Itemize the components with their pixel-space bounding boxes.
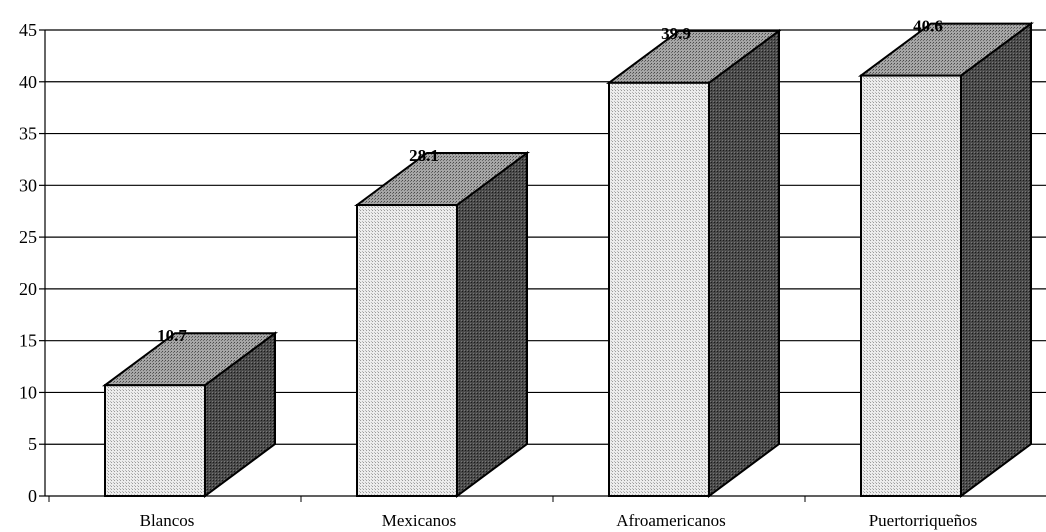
y-tick-label: 30 bbox=[19, 175, 37, 195]
y-tick-label: 10 bbox=[19, 382, 37, 402]
bar-side bbox=[960, 21, 1032, 498]
bar-front bbox=[104, 384, 206, 497]
bar bbox=[857, 21, 1035, 498]
labels: 10.7 Blancos 28.1 Mexicanos 39.9 Afroamerican… bbox=[140, 17, 978, 530]
y-tick-label: 5 bbox=[28, 434, 37, 454]
x-category-label: Puertorriqueños bbox=[869, 511, 978, 530]
bars bbox=[101, 21, 1035, 498]
bar bbox=[353, 151, 531, 498]
x-category-label: Blancos bbox=[140, 511, 195, 530]
data-label: 28.1 bbox=[409, 146, 439, 165]
y-tick-label: 15 bbox=[19, 331, 37, 351]
y-tick-label: 40 bbox=[19, 72, 37, 92]
bar-side bbox=[456, 151, 528, 498]
bar-front bbox=[608, 81, 710, 498]
y-tick-label: 45 bbox=[19, 20, 37, 40]
bar-side bbox=[708, 28, 780, 498]
data-label: 10.7 bbox=[157, 326, 187, 345]
x-category-label: Mexicanos bbox=[382, 511, 457, 530]
y-tick-label: 35 bbox=[19, 124, 37, 144]
data-label: 40.6 bbox=[913, 17, 943, 36]
y-axis: 0 5 10 15 20 25 30 35 40 45 bbox=[19, 20, 806, 506]
y-tick-label: 20 bbox=[19, 279, 37, 299]
bar-front bbox=[860, 74, 962, 497]
x-category-label: Afroamericanos bbox=[616, 511, 726, 530]
y-tick-label: 25 bbox=[19, 227, 37, 247]
bar-front bbox=[356, 204, 458, 498]
data-label: 39.9 bbox=[661, 24, 691, 43]
y-tick-label: 0 bbox=[28, 486, 37, 506]
bar bbox=[101, 331, 279, 498]
bar bbox=[605, 28, 783, 498]
